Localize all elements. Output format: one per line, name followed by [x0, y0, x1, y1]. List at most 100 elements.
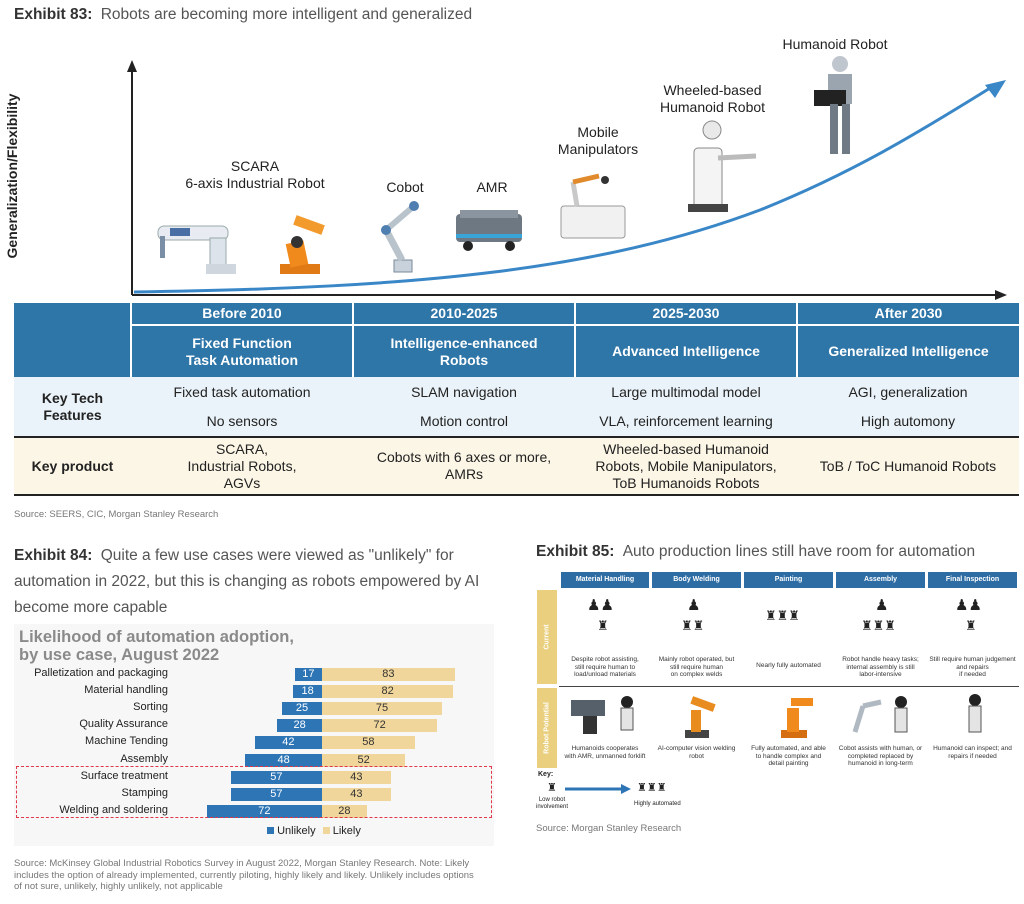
key-low-icon: ♜	[547, 782, 557, 794]
period-cell: 2010-2025	[352, 303, 575, 325]
exhibit-84-source: Source: McKinsey Global Industrial Robot…	[14, 858, 474, 892]
stage-cell: Intelligence-enhanced Robots	[352, 324, 575, 377]
robot-evolution-table: Before 2010 2010-2025 2025-2030 After 20…	[14, 303, 1019, 496]
key-high-icon: ♜♜♜	[637, 782, 667, 794]
key-product-cell: SCARA, Industrial Robots, AGVs	[131, 436, 353, 496]
bar-unlikely: 18	[293, 685, 322, 699]
amr-humanoid-icon	[571, 696, 634, 734]
key-tech-cell: AGI, generalization	[797, 377, 1019, 407]
table-corner	[14, 303, 131, 377]
key-tech-label: Key Tech Features	[14, 377, 131, 437]
exhibit-title-text: Quite a few use cases were viewed as "un…	[14, 547, 480, 616]
worker-icon: ♟♟	[587, 597, 614, 614]
bar-unlikely: 57	[230, 787, 322, 801]
welding-robot-icon	[685, 696, 716, 738]
key-tech-row-1: Key Tech Features Fixed task automation …	[14, 377, 1019, 437]
column-header: Final Inspection	[928, 572, 1017, 588]
category-label: Stamping	[121, 786, 168, 799]
bar-unlikely: 72	[206, 804, 322, 818]
potential-caption: Fully automated, and able to handle comp…	[751, 745, 826, 767]
scara-robot-icon	[157, 225, 236, 274]
y-axis-arrow	[127, 60, 137, 72]
category-label: Sorting	[133, 701, 168, 714]
key-product-row: Key product SCARA, Industrial Robots, AG…	[14, 436, 1019, 496]
bar-likely: 83	[322, 668, 455, 681]
wheeled-humanoid-icon	[688, 120, 757, 212]
cobot-humanoid-icon	[852, 696, 908, 733]
mobile-manipulator-icon	[560, 173, 626, 239]
worker-icon: ♟	[875, 597, 889, 614]
bar-likely: 52	[322, 753, 406, 767]
x-axis-arrow	[995, 290, 1007, 300]
worker-icon: ♟	[687, 597, 701, 614]
robot-icon: ♜♜♜	[765, 608, 800, 623]
row-label-current-text: Current	[543, 624, 551, 650]
column-header: Painting	[744, 572, 833, 588]
column-header: Body Welding	[652, 572, 741, 588]
row-label-current: Current	[537, 590, 557, 684]
key-arrow-icon	[565, 784, 631, 794]
column-header: Assembly	[836, 572, 925, 588]
stage-row: Fixed Function Task Automation Intellige…	[14, 324, 1019, 377]
category-label: Surface treatment	[80, 769, 168, 782]
row-label-potential-text: Robot Potential	[543, 702, 551, 754]
current-caption: Mainly robot operated, but still require…	[658, 656, 735, 678]
bar-likely: 43	[322, 787, 391, 801]
bar-unlikely: 28	[277, 719, 322, 733]
exhibit-85-source: Source: Morgan Stanley Research	[536, 823, 682, 834]
industrial-robot-icon	[280, 215, 325, 274]
amr-icon	[456, 210, 522, 251]
bar-unlikely: 42	[254, 736, 322, 750]
potential-caption: Humanoid can inspect; and repairs if nee…	[933, 745, 1012, 760]
column-header: Material Handling	[561, 572, 649, 588]
period-row: Before 2010 2010-2025 2025-2030 After 20…	[14, 303, 1019, 377]
key-high-label: Highly automated	[634, 801, 681, 807]
bar-unlikely: 48	[245, 753, 322, 767]
exhibit-84-title: Exhibit 84: Quite a few use cases were v…	[14, 543, 494, 621]
key-tech-cell: High automony	[797, 407, 1019, 437]
cobot-icon	[381, 201, 419, 273]
key-tech-cell: VLA, reinforcement learning	[575, 407, 797, 437]
chart-title: Likelihood of automation adoption, by us…	[19, 628, 294, 664]
key-low-label: Low robot involvement	[535, 797, 568, 810]
y-axis-label: Generalization/Flexibility	[4, 81, 20, 271]
robot-icon: ♜	[597, 618, 609, 633]
robot-icon: ♜	[965, 618, 977, 633]
row-label-robot-potential: Robot Potential	[537, 688, 557, 768]
bar-likely: 28	[322, 804, 367, 818]
potential-caption: Humanoids cooperates with AMR, unmanned …	[564, 745, 646, 760]
key-product-cell: Cobots with 6 axes or more, AMRs	[353, 436, 575, 496]
key-product-label: Key product	[14, 436, 131, 496]
legend-likely-label: Likely	[332, 825, 361, 837]
category-label: Assembly	[120, 752, 168, 765]
robot-label-amr: AMR	[476, 179, 508, 195]
robot-label-scara: SCARA 6-axis Industrial Robot	[185, 158, 325, 191]
robot-label-wheeled-humanoid: Wheeled-based Humanoid Robot	[659, 82, 766, 115]
exhibit-83-title: Exhibit 83: Robots are becoming more int…	[14, 6, 472, 24]
bar-likely: 72	[322, 719, 438, 733]
bar-unlikely: 17	[294, 668, 322, 681]
robot-icon: ♜♜♜	[861, 618, 896, 633]
robot-label-mobile-manipulators: Mobile Manipulators	[557, 124, 639, 157]
exhibit-title-text: Auto production lines still have room fo…	[622, 543, 976, 560]
robot-icon: ♜♜	[681, 618, 705, 633]
potential-caption: Cobot assists with human, or completed r…	[838, 745, 923, 767]
stage-cell: Generalized Intelligence	[796, 324, 1019, 377]
painting-robot-icon	[781, 698, 813, 738]
highlight-box	[16, 766, 492, 818]
exhibit-number: Exhibit 84:	[14, 547, 93, 564]
robot-label-humanoid: Humanoid Robot	[782, 36, 888, 52]
stage-cell: Advanced Intelligence	[574, 324, 797, 377]
current-caption: Nearly fully automated	[756, 662, 821, 669]
chart-legend: Unlikely Likely	[267, 825, 361, 837]
period-cell: Before 2010	[130, 303, 353, 325]
current-caption: Still require human judgement and repair…	[929, 656, 1016, 678]
legend-likely-swatch	[322, 827, 330, 834]
exhibit-85-title: Exhibit 85: Auto production lines still …	[536, 543, 975, 561]
key-tech-cell: No sensors	[131, 407, 353, 437]
category-label: Welding and soldering	[59, 803, 168, 816]
exhibit-83-source: Source: SEERS, CIC, Morgan Stanley Resea…	[14, 509, 219, 520]
period-cell: 2025-2030	[574, 303, 797, 325]
worker-icon: ♟♟	[955, 597, 982, 614]
key-label: Key:	[538, 771, 554, 778]
